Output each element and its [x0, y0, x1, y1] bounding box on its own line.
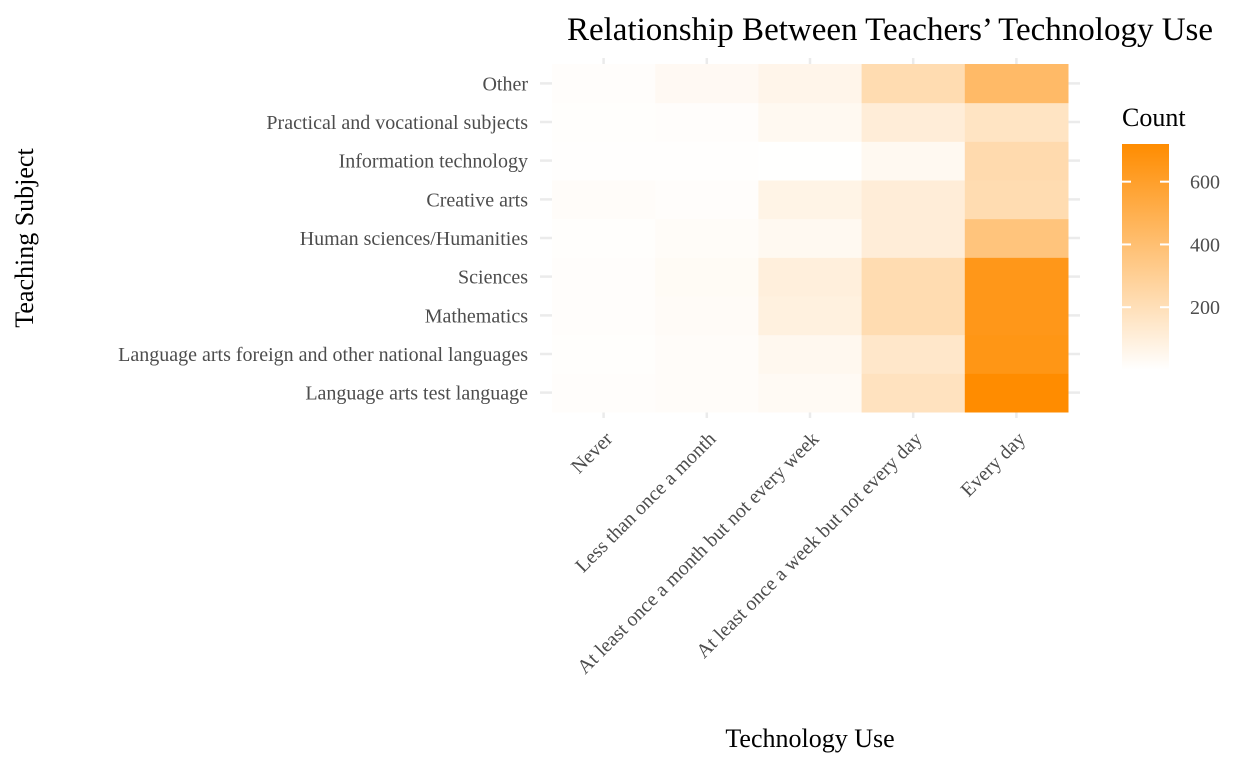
heatmap-cell: [964, 373, 1069, 413]
chart-title: Relationship Between Teachers’ Technolog…: [567, 12, 1213, 48]
heatmap-cell: [861, 334, 966, 374]
heatmap-cell: [758, 334, 863, 374]
x-tick-label: Every day: [957, 428, 1030, 501]
heatmap-cell: [758, 102, 863, 142]
heatmap-cell: [964, 334, 1069, 374]
heatmap-cell: [964, 218, 1069, 258]
heatmap-cell: [655, 373, 759, 413]
y-tick-label: Sciences: [458, 267, 528, 289]
heatmap-cell: [552, 64, 656, 104]
heatmap-cell: [861, 373, 966, 413]
legend-tick-label: 600: [1190, 172, 1220, 194]
y-tick-label: Human sciences/Humanities: [300, 228, 528, 250]
y-axis-tick-labels: Language arts test language Language arts…: [118, 73, 528, 404]
heatmap-cell: [758, 373, 863, 413]
y-tick-label: Information technology: [339, 151, 528, 173]
legend-tick-label: 200: [1190, 297, 1220, 319]
heatmap-cell: [552, 373, 656, 413]
heatmap-cell: [552, 141, 656, 181]
heatmap-cell: [758, 180, 863, 220]
heatmap-cell: [655, 141, 759, 181]
heatmap-cell: [861, 64, 966, 104]
heatmap-cell: [655, 296, 759, 336]
legend-title: Count: [1122, 103, 1186, 132]
heatmap-cell: [861, 218, 966, 258]
x-tick-label: At least once a week but not every day: [692, 428, 927, 663]
y-tick-label: Creative arts: [426, 189, 528, 211]
heatmap-cell: [964, 141, 1069, 181]
heatmap-cell: [861, 102, 966, 142]
heatmap-cell: [758, 141, 863, 181]
heatmap-cell: [861, 141, 966, 181]
heatmap-cell: [758, 64, 863, 104]
heatmap-cell: [861, 180, 966, 220]
heatmap-cell: [964, 296, 1069, 336]
legend-color-bar: [1122, 144, 1169, 370]
heatmap-cell: [552, 180, 656, 220]
heatmap-cell: [964, 102, 1069, 142]
heatmap-cell: [655, 102, 759, 142]
heatmap-cell: [964, 257, 1069, 297]
heatmap-cell: [655, 257, 759, 297]
heatmap-cell: [655, 334, 759, 374]
heatmap-cell: [861, 257, 966, 297]
heatmap-cell: [655, 64, 759, 104]
heatmap-cell: [552, 257, 656, 297]
heatmap-cell: [552, 102, 656, 142]
x-tick-label: Never: [567, 428, 617, 478]
x-axis-title: Technology Use: [725, 724, 894, 753]
heatmap-cell: [758, 218, 863, 258]
y-tick-label: Other: [482, 73, 528, 95]
heatmap-cell: [552, 218, 656, 258]
heatmap-cells: [552, 64, 1069, 413]
heatmap-cell: [552, 296, 656, 336]
heatmap-cell: [861, 296, 966, 336]
legend-ticks: 200 400 600: [1122, 172, 1220, 319]
y-tick-label: Mathematics: [425, 305, 529, 327]
y-tick-label: Language arts foreign and other national…: [118, 344, 528, 366]
heatmap-cell: [655, 218, 759, 258]
legend-tick-label: 400: [1190, 234, 1220, 256]
heatmap-cell: [655, 180, 759, 220]
legend: Count 200 400 600: [1122, 103, 1220, 370]
heatmap-cell: [758, 296, 863, 336]
y-axis-title: Teaching Subject: [10, 148, 39, 328]
heatmap-cell: [758, 257, 863, 297]
heatmap-cell: [552, 334, 656, 374]
y-tick-label: Language arts test language: [305, 383, 528, 405]
heatmap-cell: [964, 180, 1069, 220]
heatmap-cell: [964, 64, 1069, 104]
y-tick-label: Practical and vocational subjects: [266, 112, 528, 134]
